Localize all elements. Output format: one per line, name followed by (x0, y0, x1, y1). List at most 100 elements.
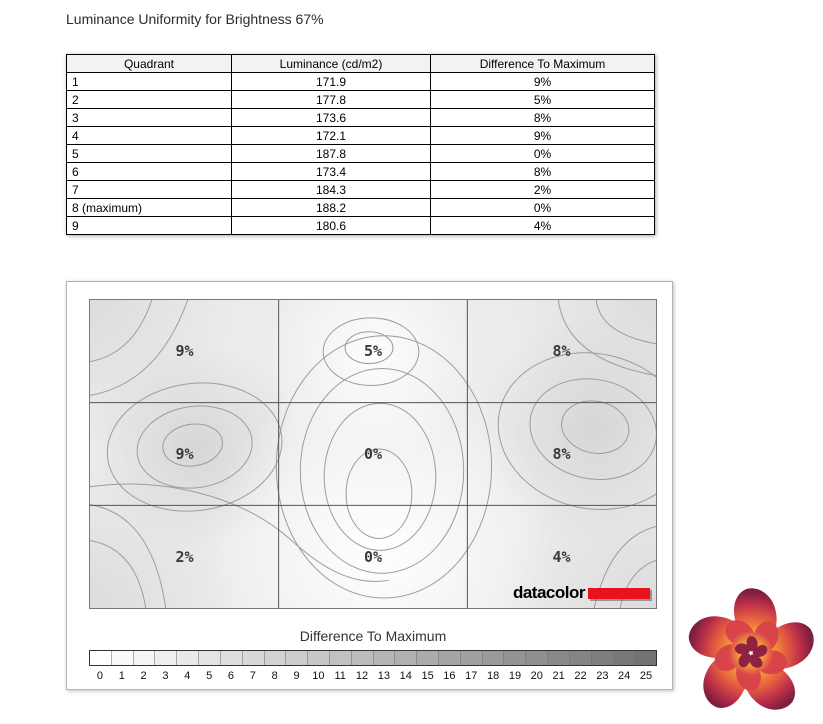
col-header-quadrant: Quadrant (66, 54, 232, 73)
colorbar-tick-label: 25 (639, 670, 653, 682)
colorbar-segment (329, 651, 352, 665)
colorbar-segment (199, 651, 221, 665)
colorbar-segment (373, 651, 396, 665)
quadrant-cell: 7 (66, 180, 232, 199)
colorbar-segment (482, 651, 505, 665)
table-row: 5 187.8 0% (66, 144, 655, 163)
colorbar-segment (308, 651, 330, 665)
cell-diff-label: 0% (363, 547, 383, 566)
uniformity-figure: 9% 5% 8% 9% 0% 8% 2% 0% 4% datacolor Dif… (66, 281, 673, 690)
luminance-cell: 173.4 (231, 162, 431, 181)
colorbar-title: Difference To Maximum (299, 628, 447, 644)
colorbar-segment (569, 651, 592, 665)
colorbar-segment (90, 651, 112, 665)
colorbar-tick-label: 11 (334, 670, 346, 682)
table-header-row: Quadrant Luminance (cd/m2) Difference To… (66, 54, 655, 73)
colorbar-tick-label: 21 (552, 670, 565, 682)
table-row: 8 (maximum) 188.2 0% (66, 198, 655, 217)
colorbar (89, 650, 657, 666)
colorbar-segment (264, 651, 287, 665)
colorbar-tick-label: 2 (140, 670, 147, 682)
colorbar-segment (526, 651, 549, 665)
table-row: 1 171.9 9% (66, 72, 655, 91)
cell-diff-label: 2% (175, 547, 194, 566)
colorbar-tick-label: 14 (399, 670, 412, 682)
colorbar-segment (417, 651, 439, 665)
colorbar-segment (613, 651, 636, 665)
quadrant-cell: 9 (66, 216, 232, 235)
difference-cell: 8% (430, 108, 655, 127)
colorbar-tick-label: 18 (486, 670, 500, 682)
difference-cell: 4% (430, 216, 655, 235)
colorbar-tick-label: 22 (574, 670, 587, 682)
cell-diff-label: 5% (363, 342, 383, 361)
colorbar-tick-label: 10 (312, 670, 325, 682)
colorbar-segment (504, 651, 527, 665)
colorbar-tick-label: 17 (465, 670, 478, 682)
luminance-cell: 180.6 (231, 216, 431, 235)
quadrant-cell: 4 (66, 126, 232, 145)
colorbar-tick-label: 5 (206, 670, 213, 682)
colorbar-tick-label: 6 (227, 670, 235, 682)
colorbar-tick-label: 12 (355, 670, 369, 682)
datacolor-logo-text: datacolor (512, 583, 586, 602)
colorbar-segment (591, 651, 614, 665)
quadrant-cell: 8 (maximum) (66, 198, 232, 217)
table-row: 3 173.6 8% (66, 108, 655, 127)
cell-diff-label: 9% (175, 445, 194, 463)
colorbar-tick-label: 3 (162, 670, 169, 682)
cell-diff-label: 8% (552, 342, 571, 361)
contour-lines (90, 300, 656, 608)
colorbar-tick-label: 0 (96, 670, 103, 682)
datacolor-red-bar (588, 587, 650, 599)
difference-cell: 0% (430, 198, 655, 217)
difference-cell: 8% (430, 162, 655, 181)
difference-cell: 2% (430, 180, 655, 199)
colorbar-tick-label: 13 (377, 670, 391, 682)
difference-cell: 5% (430, 90, 655, 109)
heatmap-shading (90, 300, 656, 608)
difference-cell: 9% (430, 126, 655, 145)
luminance-table: Quadrant Luminance (cd/m2) Difference To… (66, 54, 655, 235)
kitguru-core-petals (734, 636, 768, 668)
difference-cell: 9% (430, 72, 655, 91)
colorbar-tick-label: 19 (508, 670, 522, 682)
luminance-cell: 187.8 (231, 144, 431, 163)
quadrant-cell: 3 (66, 108, 232, 127)
colorbar-tick-label: 7 (249, 670, 256, 682)
colorbar-tick-label: 23 (596, 670, 609, 682)
colorbar-tick-label: 15 (421, 670, 434, 682)
col-header-difference: Difference To Maximum (430, 54, 655, 73)
colorbar-tick-label: 20 (530, 670, 543, 682)
luminance-cell: 177.8 (231, 90, 431, 109)
difference-cell: 0% (430, 144, 655, 163)
table-row: 2 177.8 5% (66, 90, 655, 109)
table-row: 9 180.6 4% (66, 216, 655, 235)
colorbar-tick-label: 16 (443, 670, 456, 682)
quadrant-cell: 1 (66, 72, 232, 91)
colorbar-segment (351, 651, 374, 665)
colorbar-segment (286, 651, 309, 665)
table-row: 6 173.4 8% (66, 162, 655, 181)
luminance-cell: 171.9 (231, 72, 431, 91)
datacolor-logo: datacolor (513, 583, 650, 603)
colorbar-tick-label: 1 (118, 670, 125, 682)
table-row: 4 172.1 9% (66, 126, 655, 145)
cell-diff-label: 0% (363, 445, 383, 463)
colorbar-segment (111, 651, 134, 665)
table-row: 7 184.3 2% (66, 180, 655, 199)
kitguru-logo (688, 588, 814, 710)
colorbar-tick-label: 8 (271, 670, 278, 682)
quadrant-grid-lines (90, 300, 656, 608)
quadrant-cell: 5 (66, 144, 232, 163)
colorbar-segment (155, 651, 178, 665)
col-header-luminance: Luminance (cd/m2) (231, 54, 431, 73)
colorbar-segment (548, 651, 570, 665)
colorbar-segment (220, 651, 243, 665)
colorbar-segment (242, 651, 265, 665)
contour-plot: 9% 5% 8% 9% 0% 8% 2% 0% 4% datacolor (89, 299, 657, 609)
colorbar-segment (635, 651, 657, 665)
colorbar-tick-label: 24 (618, 670, 631, 682)
cell-diff-label: 4% (552, 547, 571, 566)
